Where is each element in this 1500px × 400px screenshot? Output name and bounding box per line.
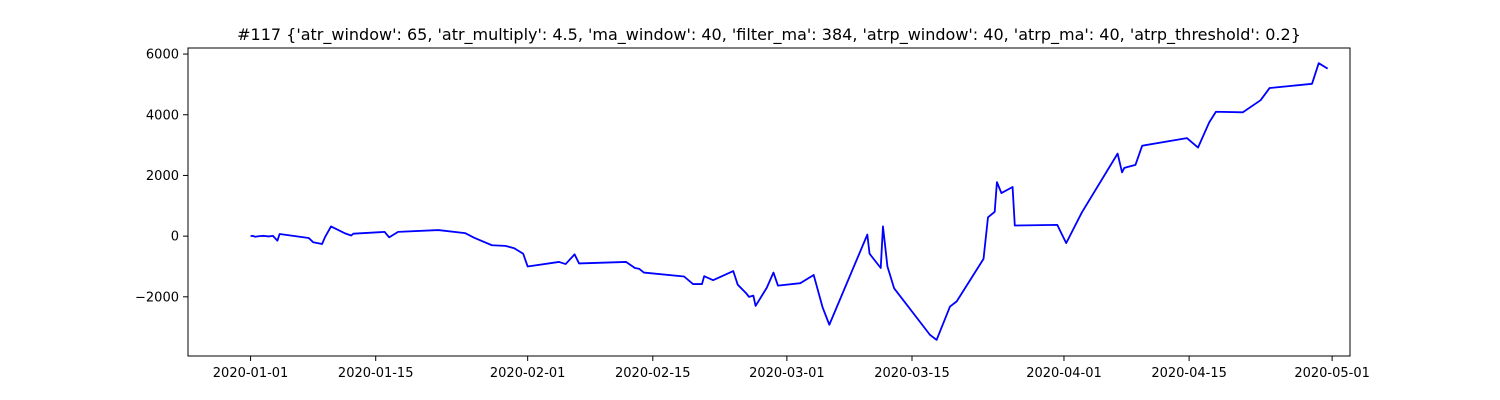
y-tick-label: 4000	[146, 108, 179, 123]
y-tick-label: 6000	[146, 48, 179, 63]
y-tick-label: 0	[171, 230, 179, 245]
series-layer	[250, 62, 1329, 341]
y-tick-label: −2000	[135, 290, 179, 305]
x-tick-label: 2020-02-15	[615, 366, 691, 381]
y-axis: −2000 0 2000 4000 6000	[135, 48, 188, 305]
x-tick-label: 2020-04-15	[1151, 366, 1227, 381]
x-axis: 2020-01-01 2020-01-15 2020-02-01 2020-02-15…	[213, 356, 1370, 381]
y-tick-label: 2000	[146, 169, 179, 184]
x-tick-label: 2020-05-01	[1294, 366, 1370, 381]
chart-title: #117 {'atr_window': 65, 'atr_multiply': …	[237, 25, 1301, 45]
x-tick-label: 2020-01-01	[213, 366, 289, 381]
x-tick-label: 2020-01-15	[338, 366, 414, 381]
x-tick-label: 2020-02-01	[490, 366, 566, 381]
x-tick-label: 2020-03-01	[749, 366, 825, 381]
plot-frame	[187, 47, 1351, 357]
x-tick-label: 2020-04-01	[1026, 366, 1102, 381]
series-line	[250, 62, 1329, 341]
x-tick-label: 2020-03-15	[874, 366, 950, 381]
